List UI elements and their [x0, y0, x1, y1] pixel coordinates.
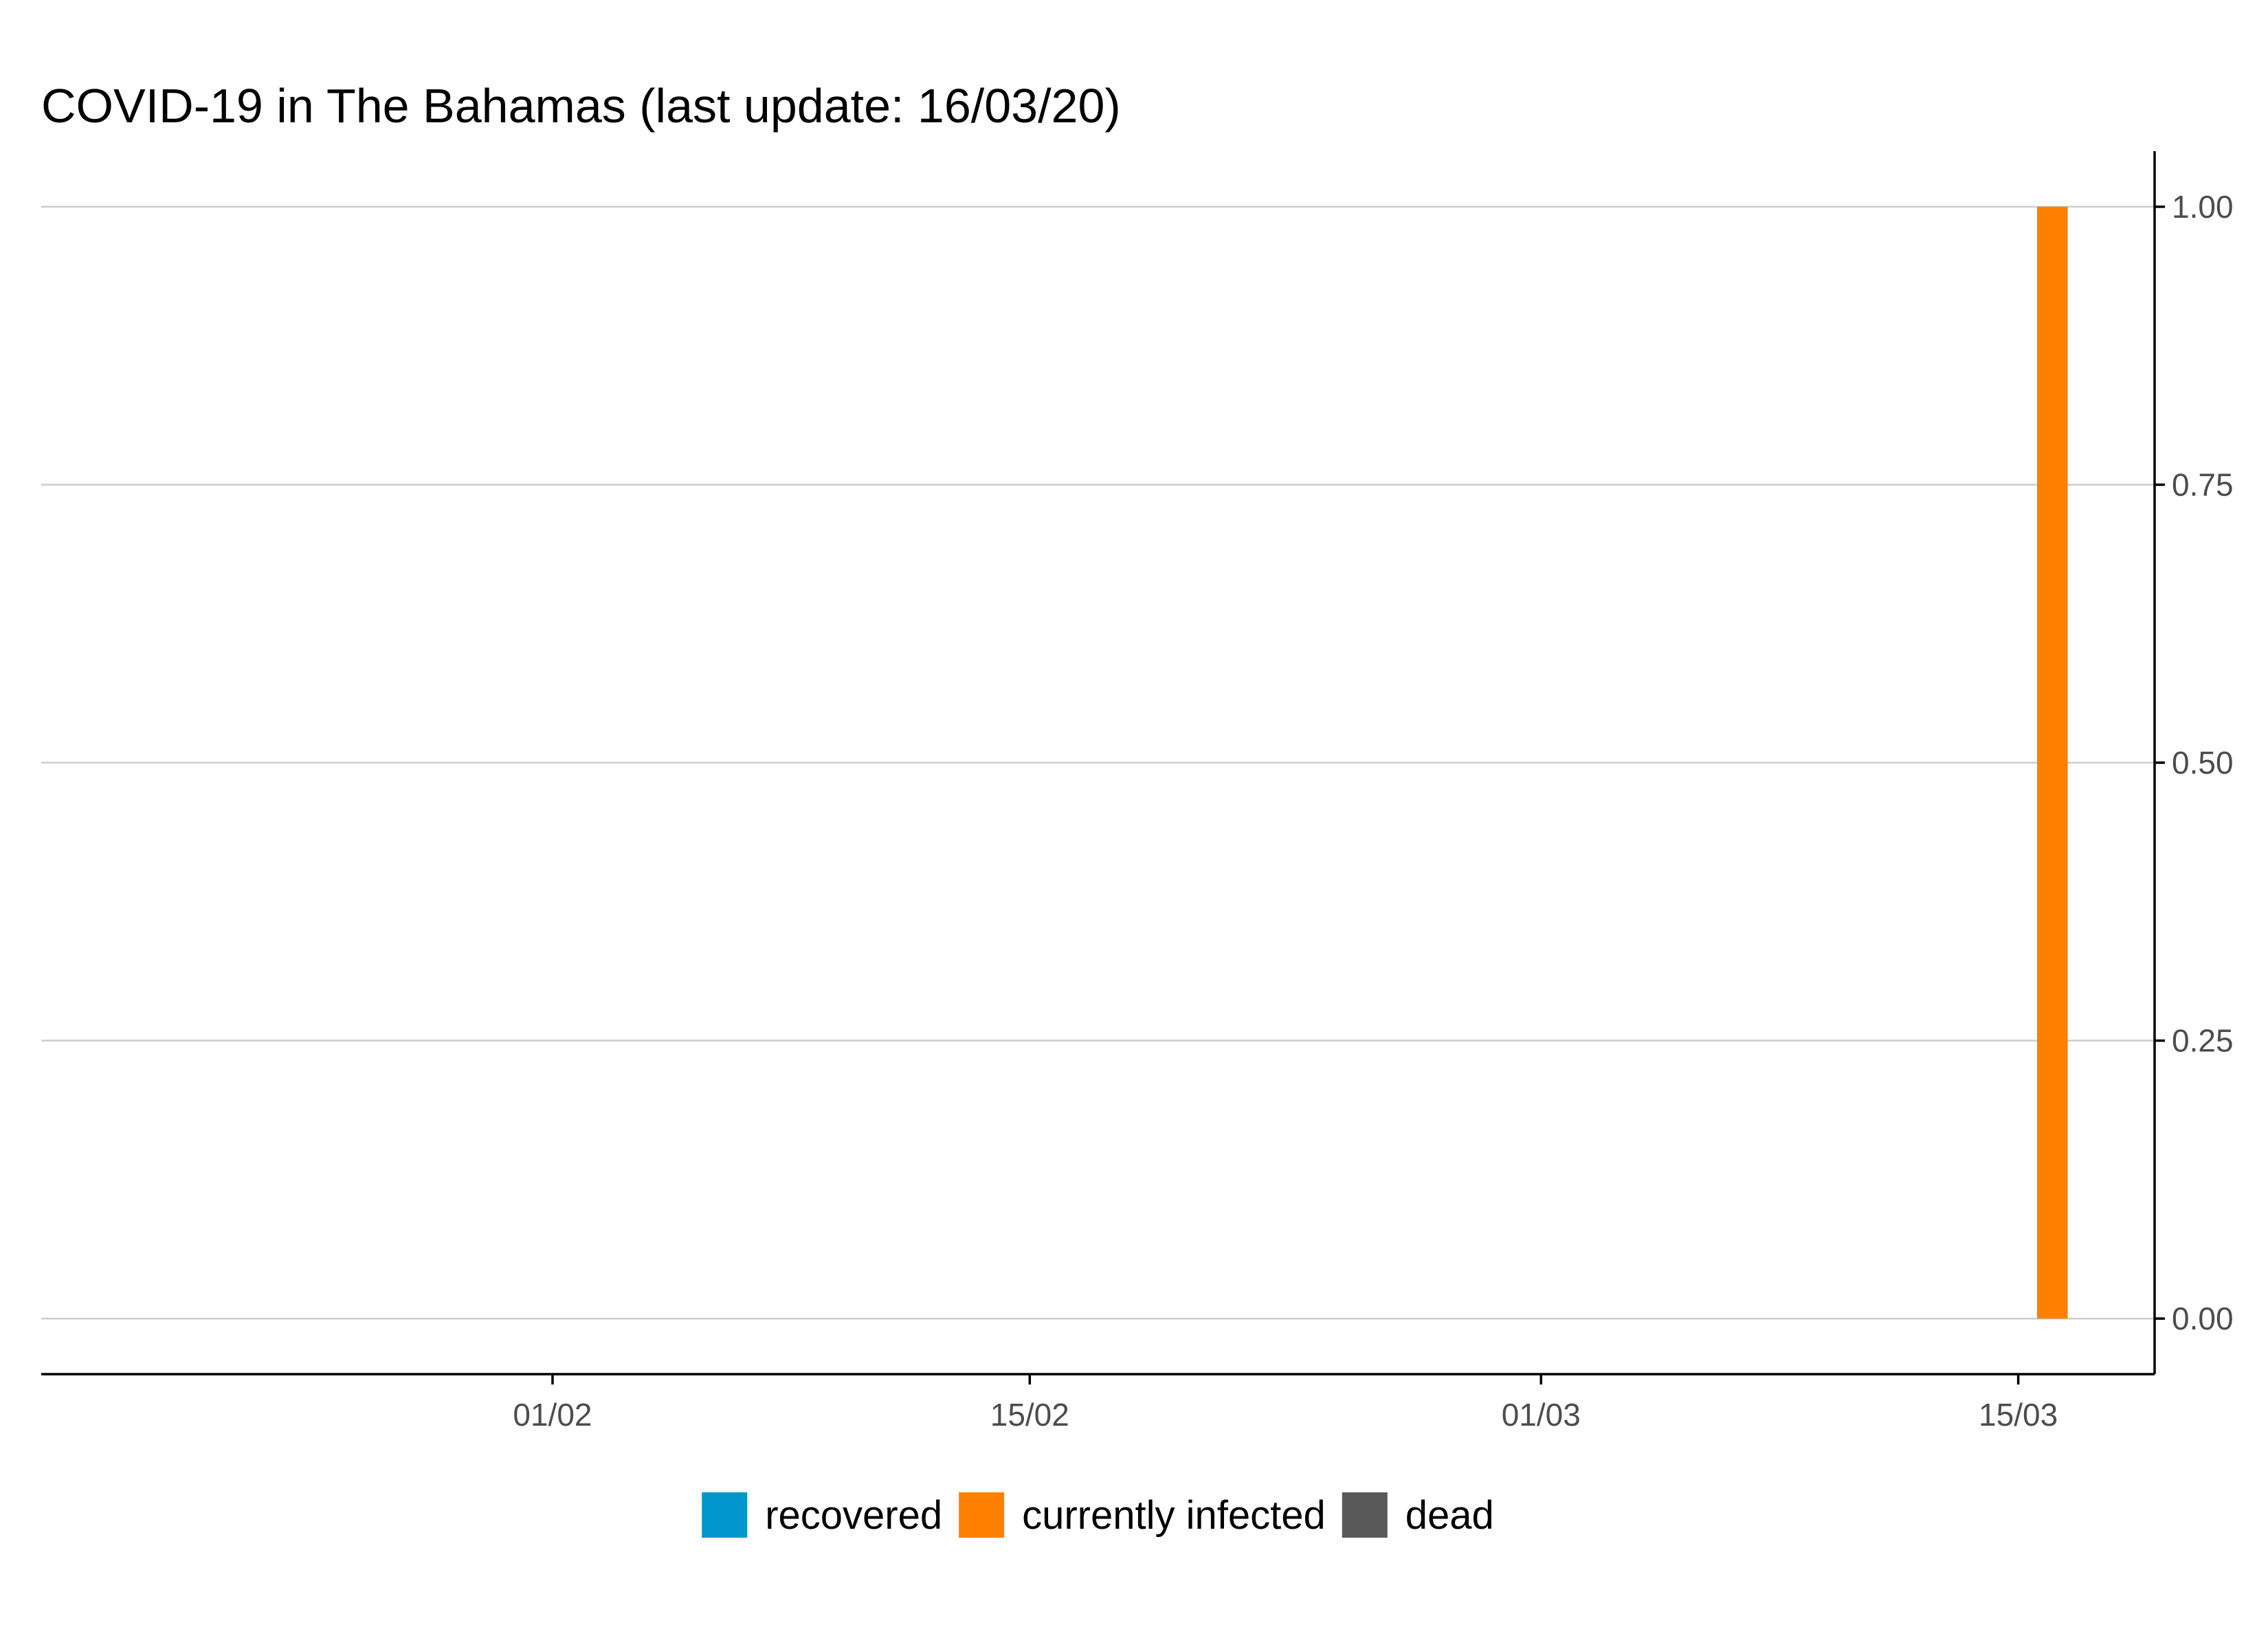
legend-item-dead: dead [1342, 1492, 1494, 1538]
legend-swatch-1 [959, 1492, 1005, 1538]
legend-swatch-2 [1342, 1492, 1388, 1538]
y-tick-label-3: 0.75 [2172, 467, 2234, 502]
legend-swatch-0 [702, 1492, 748, 1538]
y-tick-label-2: 0.50 [2172, 745, 2234, 781]
bars [2036, 206, 2068, 1319]
legend-label-0: recovered [765, 1493, 942, 1538]
legend-item-currently-infected: currently infected [959, 1492, 1326, 1538]
gridlines [41, 205, 2155, 1320]
chart-title: COVID-19 in The Bahamas (last update: 16… [41, 79, 1121, 133]
x-tick-label-0: 01/02 [513, 1397, 592, 1433]
x-tick-label-2: 01/03 [1502, 1397, 1581, 1433]
legend-label-2: dead [1405, 1493, 1494, 1538]
x-tick-label-3: 15/03 [1979, 1397, 2058, 1433]
x-tick-label-1: 15/02 [990, 1397, 1069, 1433]
bar-currently-infected-0 [2036, 206, 2068, 1319]
y-tick-label-1: 0.25 [2172, 1023, 2234, 1059]
legend-item-recovered: recovered [702, 1492, 942, 1538]
y-tick-label-0: 0.00 [2172, 1301, 2234, 1336]
legend-label-1: currently infected [1022, 1493, 1326, 1538]
legend: recovered currently infected dead [702, 1492, 1494, 1538]
x-axis-ticks: 01/02 15/02 01/03 15/03 [513, 1374, 2058, 1433]
y-axis-ticks: 0.00 0.25 0.50 0.75 1.00 [2155, 189, 2234, 1336]
y-tick-label-4: 1.00 [2172, 189, 2234, 225]
